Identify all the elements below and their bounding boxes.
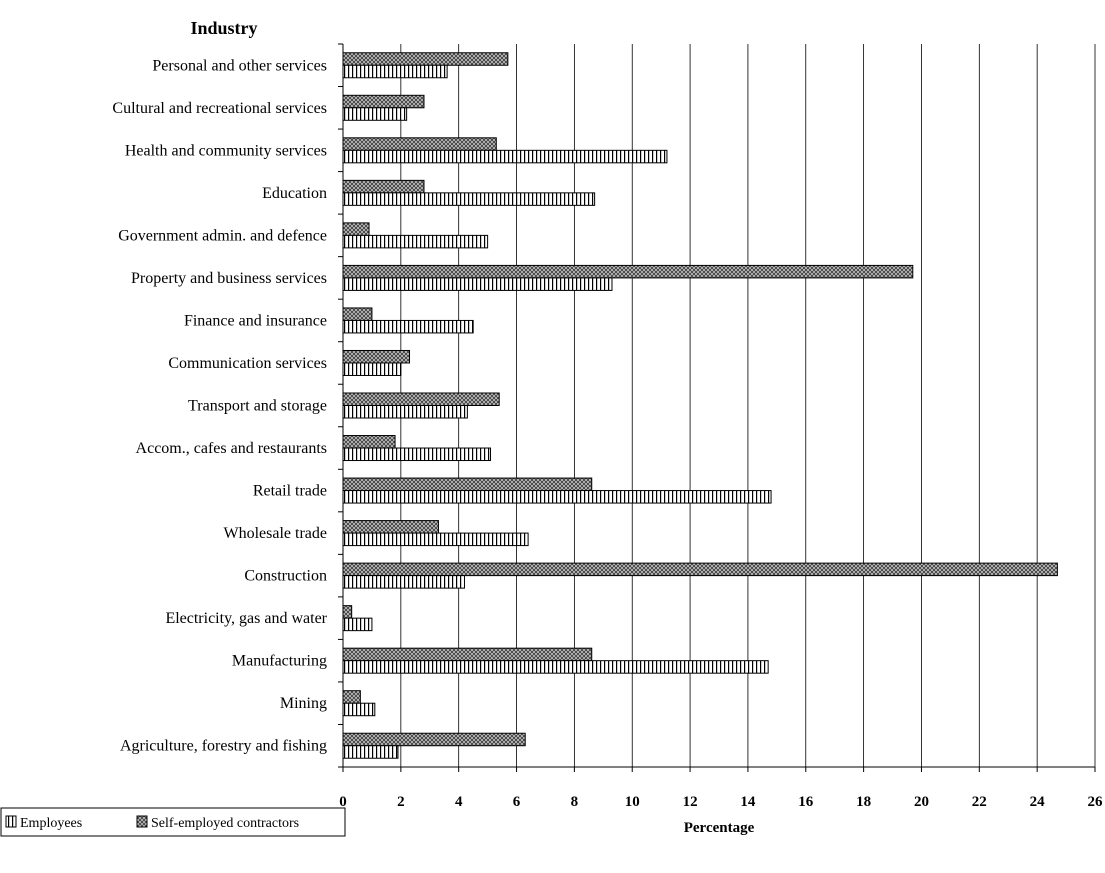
bar-self-employed-contractors-agriculture-forestry-and-fishing <box>342 732 526 747</box>
category-label-property-and-business-services: Property and business services <box>131 270 327 287</box>
bar-self-employed-contractors-cultural-and-recreational-services <box>342 94 425 109</box>
x-tick-label: 4 <box>455 794 463 810</box>
x-tick-label: 20 <box>914 794 929 810</box>
x-tick-labels: 0 2 4 6 8 10 12 14 16 18 20 22 24 26 <box>339 794 1103 810</box>
bar-self-employed-contractors-retail-trade <box>342 477 593 492</box>
bar-employees-construction <box>342 575 465 589</box>
category-label-agriculture-forestry-and-fishing: Agriculture, forestry and fishing <box>120 738 327 755</box>
bar-self-employed-contractors-health-and-community-services <box>342 137 497 151</box>
x-tick-label: 6 <box>513 794 521 810</box>
x-tick-label: 8 <box>571 794 579 810</box>
category-label-retail-trade: Retail trade <box>253 483 327 500</box>
bar-self-employed-contractors-communication-services <box>342 349 411 364</box>
axes <box>338 43 1096 772</box>
category-label-education: Education <box>262 185 327 202</box>
bar-employees-accom-cafes-and-restaurants <box>342 447 492 462</box>
legend-label-self-employed-contractors: Self-employed contractors <box>151 816 299 831</box>
bar-employees-mining <box>342 702 376 717</box>
category-label-manufacturing: Manufacturing <box>232 653 327 670</box>
x-tick-label: 18 <box>856 794 871 810</box>
legend-label-employees: Employees <box>20 816 82 831</box>
bar-self-employed-contractors-finance-and-insurance <box>342 307 373 321</box>
category-label-cultural-and-recreational-services: Cultural and recreational services <box>112 100 327 117</box>
category-label-electricity-gas-and-water: Electricity, gas and water <box>165 610 327 627</box>
legend-box <box>0 807 346 837</box>
category-label-communication-services: Communication services <box>168 355 327 372</box>
bar-self-employed-contractors-property-and-business-services <box>342 264 914 279</box>
category-label-accom-cafes-and-restaurants: Accom., cafes and restaurants <box>136 440 327 457</box>
x-tick-label: 12 <box>683 794 698 810</box>
legend-swatch-self-employed-contractors <box>136 815 148 828</box>
y-axis-title: Industry <box>190 18 257 38</box>
category-label-construction: Construction <box>244 568 327 585</box>
bar-employees-property-and-business-services <box>342 277 613 291</box>
gridlines <box>400 44 1096 767</box>
bar-self-employed-contractors-electricity-gas-and-water <box>342 605 353 619</box>
bar-self-employed-contractors-government-admin-and-defence <box>342 222 370 236</box>
x-tick-label: 2 <box>397 794 405 810</box>
x-tick-label: 0 <box>339 794 347 810</box>
category-label-personal-and-other-services: Personal and other services <box>152 57 327 74</box>
x-tick-label: 26 <box>1088 794 1104 810</box>
bar-employees-health-and-community-services <box>342 149 668 164</box>
x-tick-label: 14 <box>740 794 756 810</box>
bar-employees-cultural-and-recreational-services <box>342 107 408 121</box>
bar-employees-retail-trade <box>342 490 772 504</box>
legend: Employees Self-employed contractors <box>0 807 346 837</box>
x-axis-title: Percentage <box>684 820 755 836</box>
bar-employees-electricity-gas-and-water <box>342 617 373 632</box>
bar-self-employed-contractors-wholesale-trade <box>342 520 439 534</box>
category-label-transport-and-storage: Transport and storage <box>188 398 327 415</box>
category-labels: Personal and other services Cultural and … <box>112 57 327 754</box>
category-label-finance-and-insurance: Finance and insurance <box>184 312 327 329</box>
bars <box>342 52 1058 759</box>
bar-self-employed-contractors-accom-cafes-and-restaurants <box>342 435 396 449</box>
legend-swatch-employees <box>5 815 17 828</box>
bar-employees-government-admin-and-defence <box>342 234 489 249</box>
bar-self-employed-contractors-personal-and-other-services <box>342 52 509 66</box>
x-tick-label: 24 <box>1030 794 1046 810</box>
bar-employees-transport-and-storage <box>342 405 468 419</box>
x-tick-label: 10 <box>625 794 640 810</box>
bar-self-employed-contractors-mining <box>342 690 361 704</box>
bar-self-employed-contractors-education <box>342 179 425 194</box>
bar-employees-education <box>342 192 596 206</box>
bar-employees-personal-and-other-services <box>342 64 448 79</box>
bar-employees-agriculture-forestry-and-fishing <box>342 745 399 759</box>
category-label-government-admin-and-defence: Government admin. and defence <box>118 227 327 244</box>
x-tick-label: 16 <box>798 794 814 810</box>
bar-self-employed-contractors-manufacturing <box>342 647 593 662</box>
category-label-mining: Mining <box>280 695 327 712</box>
bar-employees-manufacturing <box>342 660 769 674</box>
bar-employees-communication-services <box>342 362 402 376</box>
bar-employees-finance-and-insurance <box>342 319 474 334</box>
bar-self-employed-contractors-transport-and-storage <box>342 392 500 406</box>
x-tick-label: 22 <box>972 794 987 810</box>
bar-employees-wholesale-trade <box>342 532 529 547</box>
bar-self-employed-contractors-construction <box>342 562 1058 577</box>
category-label-health-and-community-services: Health and community services <box>125 142 327 159</box>
category-label-wholesale-trade: Wholesale trade <box>224 525 328 542</box>
